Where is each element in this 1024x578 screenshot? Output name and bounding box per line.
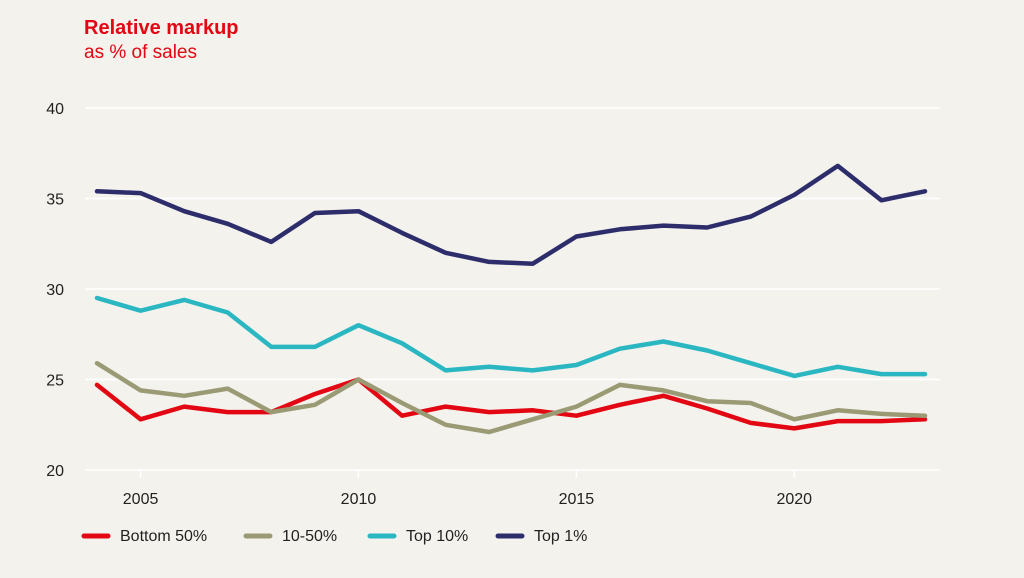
series-line-top-10 xyxy=(94,295,928,379)
y-tick-label: 20 xyxy=(46,463,64,480)
x-tick-label: 2020 xyxy=(776,491,812,508)
series-line-top-1 xyxy=(94,163,928,266)
legend-label-10-50: 10-50% xyxy=(282,528,337,545)
x-tick-label: 2005 xyxy=(123,491,159,508)
chart-subtitle: as % of sales xyxy=(84,42,197,63)
x-tick-label: 2015 xyxy=(559,491,595,508)
y-tick-label: 30 xyxy=(46,282,64,299)
chart-title: Relative markup xyxy=(84,17,239,39)
legend-label-bottom-50: Bottom 50% xyxy=(120,528,207,545)
legend-label-top-10: Top 10% xyxy=(406,528,468,545)
y-tick-label: 35 xyxy=(46,192,64,209)
y-tick-label: 25 xyxy=(46,373,64,390)
y-tick-label: 40 xyxy=(46,101,64,118)
x-tick-label: 2010 xyxy=(341,491,377,508)
legend-label-top-1: Top 1% xyxy=(534,528,587,545)
series-line-bottom-50 xyxy=(94,377,928,431)
series-line-10-50 xyxy=(94,360,928,435)
